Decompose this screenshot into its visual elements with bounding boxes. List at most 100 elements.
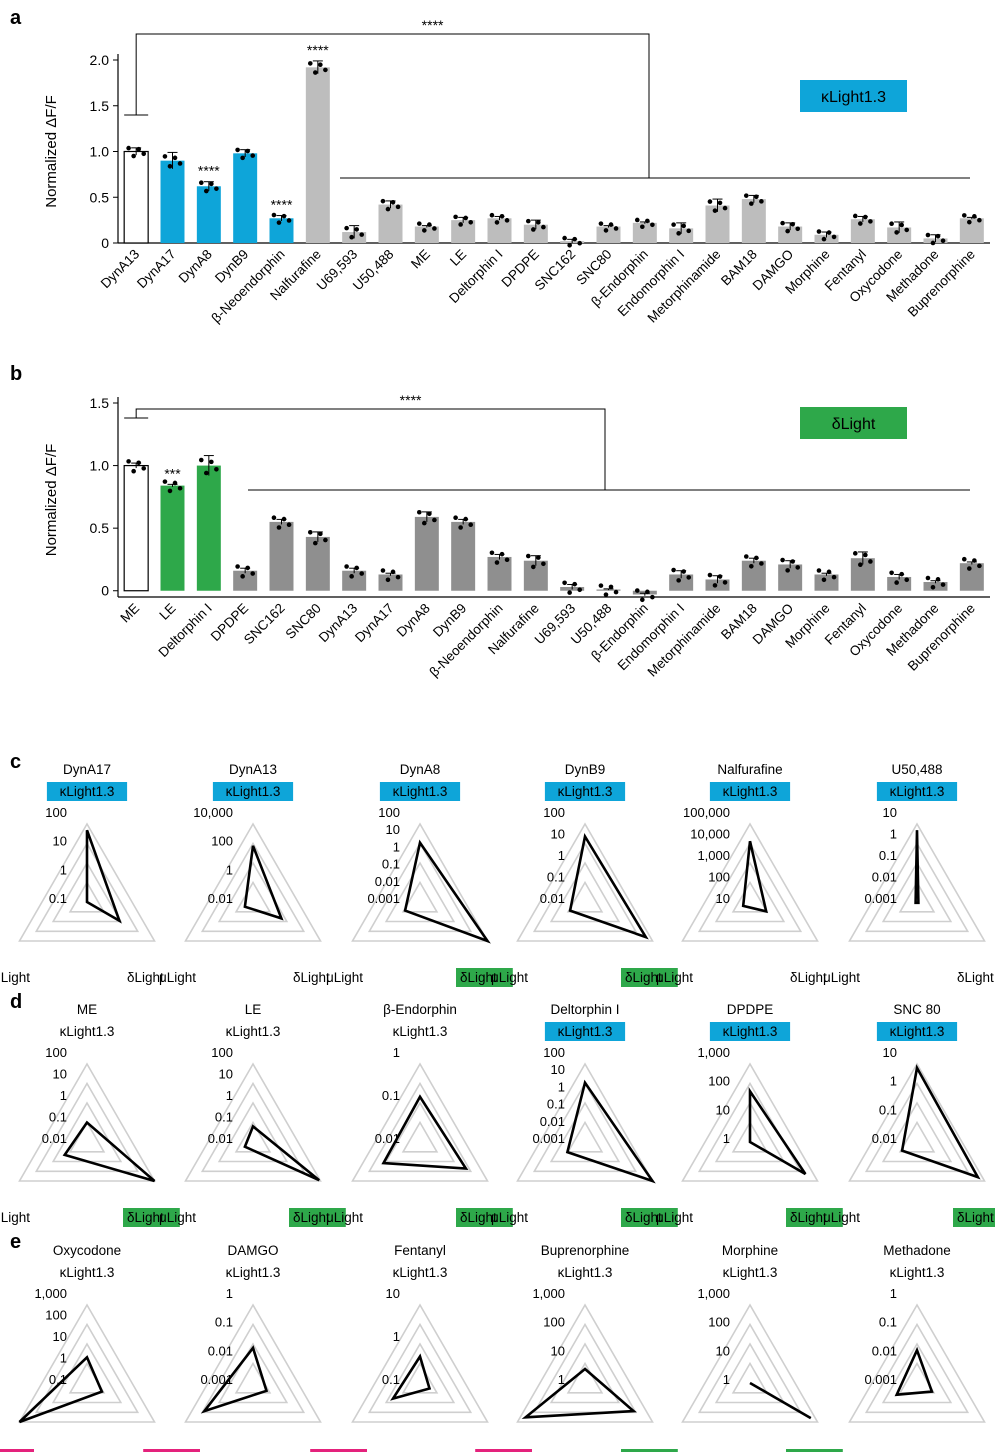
data-point <box>499 551 505 557</box>
radar-tick-label: 1 <box>890 1286 897 1301</box>
data-point <box>572 581 577 587</box>
panel-letter-b: b <box>10 363 22 385</box>
data-point <box>136 460 141 466</box>
data-point <box>525 553 531 559</box>
bar <box>160 485 185 591</box>
data-point <box>525 218 531 224</box>
top-axis-label-box <box>46 782 128 801</box>
data-point <box>868 219 873 224</box>
category-label: ME <box>117 601 142 626</box>
data-point <box>754 555 759 561</box>
data-point <box>645 218 650 224</box>
grid-triangle <box>714 1101 786 1163</box>
data-point <box>281 213 287 219</box>
data-point <box>359 232 365 237</box>
data-point <box>494 560 500 565</box>
category-label: U50,488 <box>350 247 397 294</box>
radar-data-shape <box>748 1087 807 1176</box>
data-point <box>567 242 572 248</box>
data-point <box>904 577 910 583</box>
data-point <box>313 540 318 546</box>
data-point <box>904 227 910 233</box>
data-point <box>162 479 168 484</box>
grid-triangle <box>566 1120 604 1153</box>
radar-tick-label: 0.1 <box>215 1110 233 1125</box>
radar-plot: DynA13 κLight1.3 μLight δLight 10,000 100 1 0.0… <box>159 762 330 985</box>
data-point <box>889 221 894 227</box>
radar-title: Morphine <box>722 1243 778 1258</box>
data-point <box>276 525 282 530</box>
data-point <box>422 228 427 233</box>
bar <box>451 521 476 591</box>
grid-triangle <box>697 841 803 933</box>
data-point <box>858 221 863 226</box>
panel-letter-e: e <box>10 1231 21 1253</box>
significance-label: **** <box>422 17 444 33</box>
radar-tick-label: 10 <box>386 1286 400 1301</box>
radar-tick-label: 0.001 <box>367 891 400 906</box>
data-point <box>722 580 728 585</box>
data-point <box>780 557 785 563</box>
radar-tick-label: 1 <box>558 1079 565 1094</box>
panel-letter-a: a <box>10 7 22 29</box>
radar-tick-label: 100 <box>378 805 400 820</box>
radar-tick-label: 0.1 <box>547 870 565 885</box>
right-axis-label: δLight <box>625 1210 662 1225</box>
data-point <box>536 555 541 560</box>
grid-triangle <box>864 841 970 933</box>
radar-tick-label: 1,000 <box>34 1286 67 1301</box>
grid-triangle <box>401 1120 439 1153</box>
data-point <box>235 147 240 153</box>
radar-tick-label: 1 <box>890 1074 897 1089</box>
data-point <box>416 221 422 226</box>
right-axis-label-box <box>786 1208 843 1227</box>
data-point <box>613 226 619 231</box>
data-point <box>743 554 749 559</box>
right-axis-label-box <box>289 1208 346 1227</box>
data-point <box>707 572 713 578</box>
significance-bracket <box>135 33 650 178</box>
significance-stars: **** <box>271 197 293 213</box>
radar-title: U50,488 <box>891 762 942 777</box>
radar-tick-label: 0.1 <box>49 891 67 906</box>
grid-triangle <box>384 1101 456 1163</box>
category-label: SNC162 <box>532 247 579 294</box>
significance-stars: *** <box>164 465 181 481</box>
top-axis-label-box <box>876 1022 958 1041</box>
radar-tick-label: 1 <box>226 862 233 877</box>
data-point <box>390 569 396 575</box>
radar-tick-label: 10 <box>386 822 400 837</box>
radar-tick-label: 0.01 <box>208 891 233 906</box>
radar-tick-label: 0.01 <box>872 1131 897 1146</box>
data-point <box>468 522 474 528</box>
right-axis-label-box <box>456 968 513 987</box>
data-point <box>531 564 536 570</box>
grid-triangle <box>516 1303 654 1423</box>
data-point <box>354 565 359 571</box>
left-axis-label-box <box>475 1449 532 1452</box>
grid-triangle <box>731 880 769 913</box>
bar <box>233 153 258 243</box>
radar-data-shape <box>85 829 122 924</box>
data-point <box>131 153 136 159</box>
radar-tick-label: 10 <box>883 805 897 820</box>
bar <box>632 222 657 243</box>
data-point <box>286 522 292 528</box>
right-axis-label-box <box>953 1208 995 1227</box>
top-axis-label: κLight1.3 <box>723 1024 778 1039</box>
category-label: DynA17 <box>134 247 179 292</box>
data-point <box>323 537 328 543</box>
data-point <box>209 459 214 465</box>
radar-tick-label: 1 <box>723 1131 730 1146</box>
right-axis-label: δLight <box>460 970 497 985</box>
radar-tick-label: 1 <box>558 1372 565 1387</box>
data-point <box>940 582 946 587</box>
radar-data-shape <box>741 840 768 914</box>
bar-chart-kappa: 0 0.5 1.0 1.5 2.0 Normalized ΔF/F DynA13DynA17… <box>43 17 990 326</box>
category-label: LE <box>447 247 469 269</box>
grid-triangle <box>731 1120 769 1153</box>
radar-title: Buprenorphine <box>541 1243 630 1258</box>
radar-title: Deltorphin I <box>550 1002 619 1017</box>
data-point <box>172 155 178 161</box>
